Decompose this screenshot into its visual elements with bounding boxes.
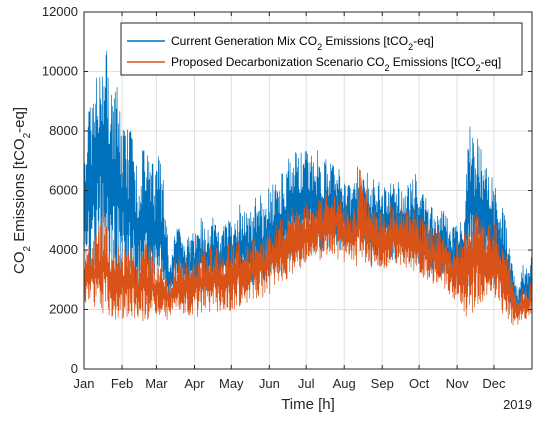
legend-entry-proposed: Proposed Decarbonization Scenario CO2 Em…: [171, 55, 501, 73]
x-tick-label: Sep: [371, 376, 394, 391]
legend-current-sub-2: 2: [408, 42, 413, 52]
legend-proposed-sub-1: 2: [384, 63, 389, 73]
x-tick-label: Jan: [74, 376, 95, 391]
legend: Current Generation Mix CO2 Emissions [tC…: [120, 22, 523, 76]
legend-current-part-3: -eq]: [413, 34, 434, 48]
y-tick-label: 0: [71, 361, 78, 376]
y-tick-label: 8000: [49, 123, 78, 138]
x-tick-label: Aug: [333, 376, 356, 391]
x-tick-label: Jun: [259, 376, 280, 391]
legend-box: [120, 22, 523, 76]
legend-current-sub-1: 2: [317, 42, 322, 52]
legend-proposed-sub-2: 2: [475, 63, 480, 73]
year-label: 2019: [503, 397, 532, 412]
legend-entry-current: Current Generation Mix CO2 Emissions [tC…: [171, 34, 434, 52]
y-tick-label: 4000: [49, 242, 78, 257]
legend-proposed-part-2: Emissions [tCO: [389, 55, 475, 69]
y-title-sub-1: 2: [22, 246, 33, 252]
x-tick-label: Feb: [111, 376, 133, 391]
x-tick-label: Mar: [145, 376, 168, 391]
series-line-1: [83, 170, 533, 326]
x-tick-labels: Jan Feb Mar Apr May Jun Jul Aug Sep Oct Nov Dec: [74, 376, 506, 391]
x-tick-label: Oct: [409, 376, 430, 391]
x-tick-label: Apr: [184, 376, 205, 391]
x-tick-label: Jul: [298, 376, 315, 391]
y-axis-title: CO2 Emissions [tCO2-eq]: [11, 107, 33, 274]
legend-current-part-1: Current Generation Mix CO: [171, 34, 317, 48]
x-tick-label: May: [219, 376, 244, 391]
y-tick-label: 10000: [42, 64, 78, 79]
y-title-part-2: Emissions [tCO: [11, 138, 28, 246]
y-tick-label: 6000: [49, 183, 78, 198]
y-title-part-1: CO: [11, 252, 28, 275]
y-tick-label: 2000: [49, 302, 78, 317]
x-tick-label: Nov: [446, 376, 470, 391]
series-layer: [83, 50, 533, 326]
y-title-part-3: -eq]: [11, 107, 28, 133]
x-tick-label: Dec: [482, 376, 506, 391]
legend-proposed-part-3: -eq]: [481, 55, 502, 69]
x-axis-title: Time [h]: [281, 396, 335, 413]
legend-proposed-part-1: Proposed Decarbonization Scenario CO: [171, 55, 384, 69]
y-title-sub-2: 2: [22, 132, 33, 138]
y-tick-label: 12000: [42, 4, 78, 19]
tick-marks: [83, 11, 532, 370]
y-tick-labels: 0 2000 4000 6000 8000 10000 12000: [42, 4, 78, 376]
legend-current-part-2: Emissions [tCO: [322, 34, 408, 48]
